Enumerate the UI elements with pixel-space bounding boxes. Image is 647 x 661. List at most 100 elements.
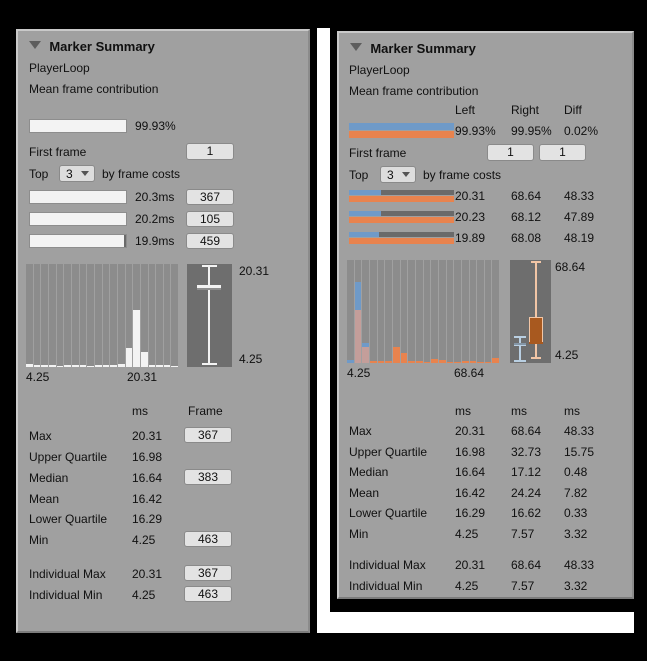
panel-title: Marker Summary bbox=[370, 41, 476, 56]
contribution-value: 99.93% bbox=[135, 119, 176, 133]
row-ms: 16.64 bbox=[132, 471, 163, 485]
row-label: Min bbox=[349, 527, 369, 541]
top-n-prefix: Top bbox=[349, 168, 369, 182]
box-plot bbox=[187, 264, 232, 367]
top-n-selected: 3 bbox=[66, 166, 73, 181]
top-row-bar-left bbox=[349, 211, 381, 216]
row-frame-button[interactable]: 463 bbox=[184, 531, 232, 547]
top-row-value-right: 68.12 bbox=[511, 210, 542, 224]
contribution-bar bbox=[29, 119, 127, 133]
contribution-value-right: 99.95% bbox=[511, 124, 552, 138]
boxplot-max-label: 20.31 bbox=[239, 264, 270, 278]
top-row-ms: 20.3ms bbox=[135, 190, 175, 204]
top-row-bar bbox=[30, 191, 126, 203]
top-n-dropdown[interactable]: 3 bbox=[380, 166, 416, 183]
first-frame-button-left[interactable]: 1 bbox=[487, 144, 534, 161]
histogram-max-label: 20.31 bbox=[126, 370, 158, 384]
top-row-frame-button[interactable]: 105 bbox=[186, 211, 234, 227]
top-row-ms: 19.9ms bbox=[135, 234, 175, 248]
row-label: Individual Max bbox=[29, 567, 106, 581]
row-value-diff: 0.33 bbox=[564, 506, 588, 520]
row-value-right: 16.62 bbox=[511, 506, 542, 520]
row-label: Individual Min bbox=[29, 588, 103, 602]
dropdown-arrow-icon bbox=[402, 172, 410, 177]
row-value-diff: 3.32 bbox=[564, 579, 588, 593]
col-header-diff: Diff bbox=[564, 103, 582, 117]
white-background-strip-bottom bbox=[317, 612, 634, 633]
contribution-bar-right bbox=[349, 131, 454, 138]
box-plot-comparison bbox=[510, 260, 551, 363]
row-value-diff: 48.33 bbox=[564, 424, 595, 438]
top-row-ms: 20.2ms bbox=[135, 212, 175, 226]
foldout-triangle-icon bbox=[29, 41, 41, 49]
row-value-left: 20.31 bbox=[455, 558, 486, 572]
top-row-value-diff: 48.19 bbox=[564, 231, 595, 245]
top-row-bar-left bbox=[349, 232, 380, 237]
first-frame-button-right[interactable]: 1 bbox=[539, 144, 586, 161]
row-frame-button[interactable]: 367 bbox=[184, 427, 232, 443]
row-label: Min bbox=[29, 533, 49, 547]
row-label: Mean bbox=[29, 492, 60, 506]
panel-header-foldout[interactable]: Marker Summary bbox=[29, 39, 155, 55]
top-row-frame-button[interactable]: 459 bbox=[186, 233, 234, 249]
row-label: Max bbox=[29, 429, 52, 443]
row-value-diff: 15.75 bbox=[564, 445, 595, 459]
top-n-dropdown[interactable]: 3 bbox=[59, 165, 95, 182]
row-frame-button[interactable]: 383 bbox=[184, 469, 232, 485]
histogram-min-label: 4.25 bbox=[26, 370, 50, 384]
top-row-bar-right bbox=[349, 238, 454, 244]
histogram-min-label: 4.25 bbox=[347, 366, 371, 380]
contribution-value-diff: 0.02% bbox=[564, 124, 599, 138]
top-row-bar-left bbox=[349, 190, 381, 195]
row-ms: 4.25 bbox=[132, 533, 156, 547]
top-row-bar bbox=[30, 213, 126, 225]
first-frame-label: First frame bbox=[29, 145, 87, 159]
row-value-left: 16.64 bbox=[455, 465, 486, 479]
row-label: Upper Quartile bbox=[29, 450, 108, 464]
row-frame-button[interactable]: 463 bbox=[184, 586, 232, 602]
row-value-diff: 48.33 bbox=[564, 558, 595, 572]
row-ms: 4.25 bbox=[132, 588, 156, 602]
row-ms: 20.31 bbox=[132, 429, 163, 443]
row-value-left: 4.25 bbox=[455, 527, 479, 541]
top-row-value-diff: 48.33 bbox=[564, 189, 595, 203]
top-row-bar bbox=[30, 235, 125, 247]
white-background-strip-vertical bbox=[317, 28, 330, 633]
top-row-value-left: 20.23 bbox=[455, 210, 486, 224]
top-row-frame-button[interactable]: 367 bbox=[186, 189, 234, 205]
boxplot-min-label: 4.25 bbox=[555, 348, 579, 362]
contribution-bar-left-track bbox=[349, 123, 454, 130]
boxplot-max-label: 68.64 bbox=[555, 260, 586, 274]
mean-frame-contribution-label: Mean frame contribution bbox=[29, 82, 159, 96]
row-label: Lower Quartile bbox=[29, 512, 108, 526]
table-header-ms: ms bbox=[132, 404, 148, 418]
top-row-bar-right bbox=[349, 196, 454, 202]
first-frame-button[interactable]: 1 bbox=[186, 143, 234, 160]
row-value-right: 17.12 bbox=[511, 465, 542, 479]
panel-header-foldout[interactable]: Marker Summary bbox=[350, 41, 476, 57]
row-value-diff: 3.32 bbox=[564, 527, 588, 541]
row-frame-button[interactable]: 367 bbox=[184, 565, 232, 581]
table-header-ms-right: ms bbox=[511, 404, 527, 418]
row-label: Mean bbox=[349, 486, 380, 500]
top-row-value-diff: 47.89 bbox=[564, 210, 595, 224]
row-ms: 16.29 bbox=[132, 512, 163, 526]
first-frame-label: First frame bbox=[349, 146, 407, 160]
row-value-left: 16.29 bbox=[455, 506, 486, 520]
row-ms: 16.98 bbox=[132, 450, 163, 464]
row-value-right: 68.64 bbox=[511, 558, 542, 572]
top-row-value-left: 19.89 bbox=[455, 231, 486, 245]
row-value-right: 24.24 bbox=[511, 486, 542, 500]
row-label: Median bbox=[29, 471, 69, 485]
row-value-right: 7.57 bbox=[511, 579, 535, 593]
row-value-left: 20.31 bbox=[455, 424, 486, 438]
boxplot-min-label: 4.25 bbox=[239, 352, 263, 366]
marker-summary-panel-comparison: Marker Summary PlayerLoop Mean frame con… bbox=[337, 31, 634, 599]
row-value-right: 7.57 bbox=[511, 527, 535, 541]
contribution-bar-left bbox=[349, 123, 454, 130]
row-label: Upper Quartile bbox=[349, 445, 428, 459]
top-row-bar-right bbox=[349, 217, 454, 223]
dropdown-arrow-icon bbox=[81, 171, 89, 176]
row-value-right: 32.73 bbox=[511, 445, 542, 459]
row-ms: 20.31 bbox=[132, 567, 163, 581]
